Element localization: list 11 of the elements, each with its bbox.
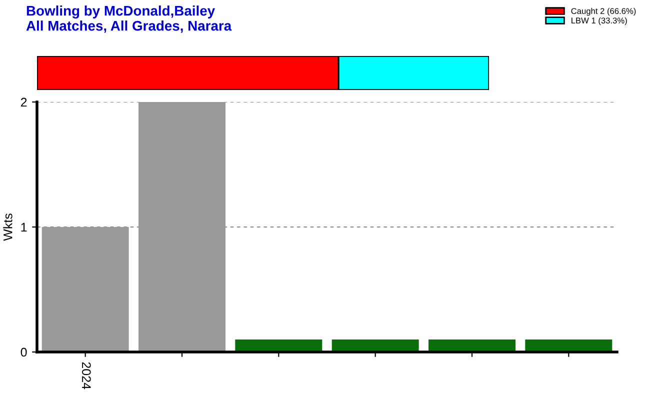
y-axis-title: Wkts [3, 214, 12, 241]
legend-label: LBW 1 (33.3%) [572, 17, 627, 26]
chart-subtitle: All Matches, All Grades, Narara [26, 20, 232, 33]
chart-title: Bowling by McDonald,Bailey [26, 5, 215, 19]
bar [42, 227, 129, 352]
y-tick-label: 2 [20, 98, 27, 107]
y-tick-label: 1 [21, 222, 27, 232]
legend-label: Caught 2 (66.6%) [571, 8, 636, 16]
bar [138, 102, 226, 352]
y-tick-label: 0 [20, 348, 27, 357]
x-tick-label: 2024 [82, 362, 91, 390]
